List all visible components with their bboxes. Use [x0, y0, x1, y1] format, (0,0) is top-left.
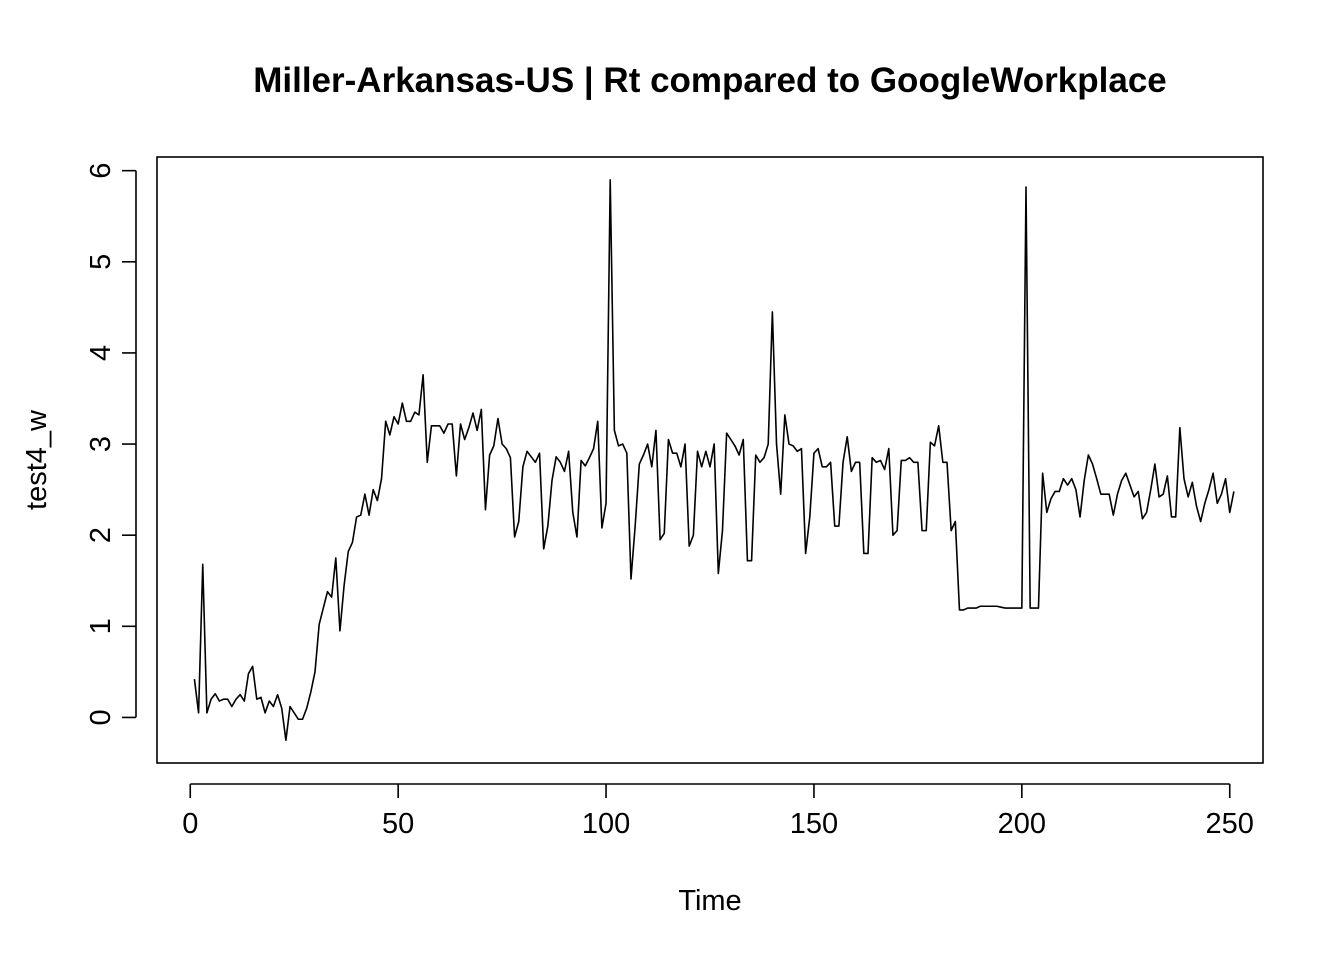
x-tick-label: 150	[790, 808, 838, 840]
y-tick-label: 2	[85, 527, 117, 543]
x-tick-label: 100	[582, 808, 630, 840]
plot-frame	[156, 156, 1264, 764]
y-tick-label: 5	[85, 254, 117, 270]
x-axis-label: Time	[678, 885, 741, 917]
y-tick-label: 4	[85, 345, 117, 361]
y-tick-label: 0	[85, 709, 117, 725]
y-axis: 0 1 2 3 4 5 6	[85, 163, 137, 726]
chart-title: Miller-Arkansas-US | Rt compared to Goog…	[253, 61, 1167, 100]
series-line	[193, 178, 1235, 742]
x-axis: 0 50 100 150 200 250	[182, 783, 1254, 840]
y-axis-label: test4_w	[21, 409, 53, 510]
y-tick-label: 6	[85, 163, 117, 179]
x-tick-label: 250	[1206, 808, 1254, 840]
x-tick-label: 50	[382, 808, 414, 840]
y-tick-label: 3	[85, 436, 117, 452]
x-tick-label: 0	[182, 808, 198, 840]
y-tick-label: 1	[85, 618, 117, 634]
x-tick-label: 200	[998, 808, 1046, 840]
